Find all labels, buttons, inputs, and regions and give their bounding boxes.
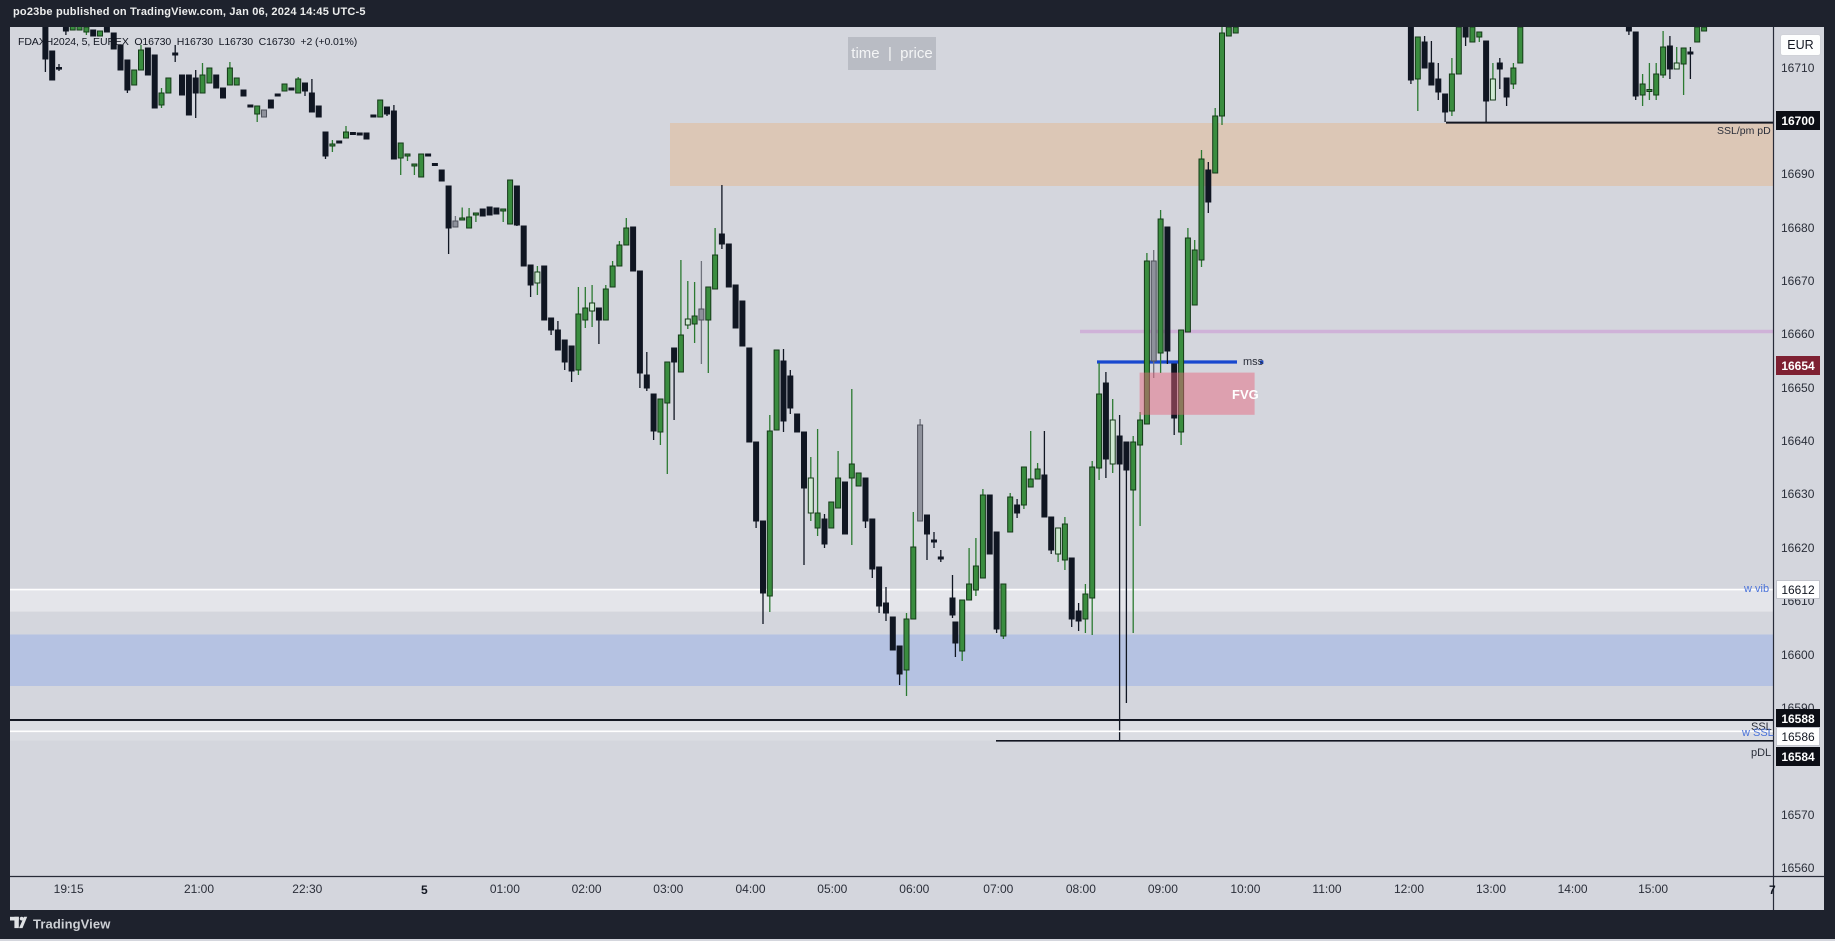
svg-text:TradingView: TradingView [33, 917, 111, 932]
